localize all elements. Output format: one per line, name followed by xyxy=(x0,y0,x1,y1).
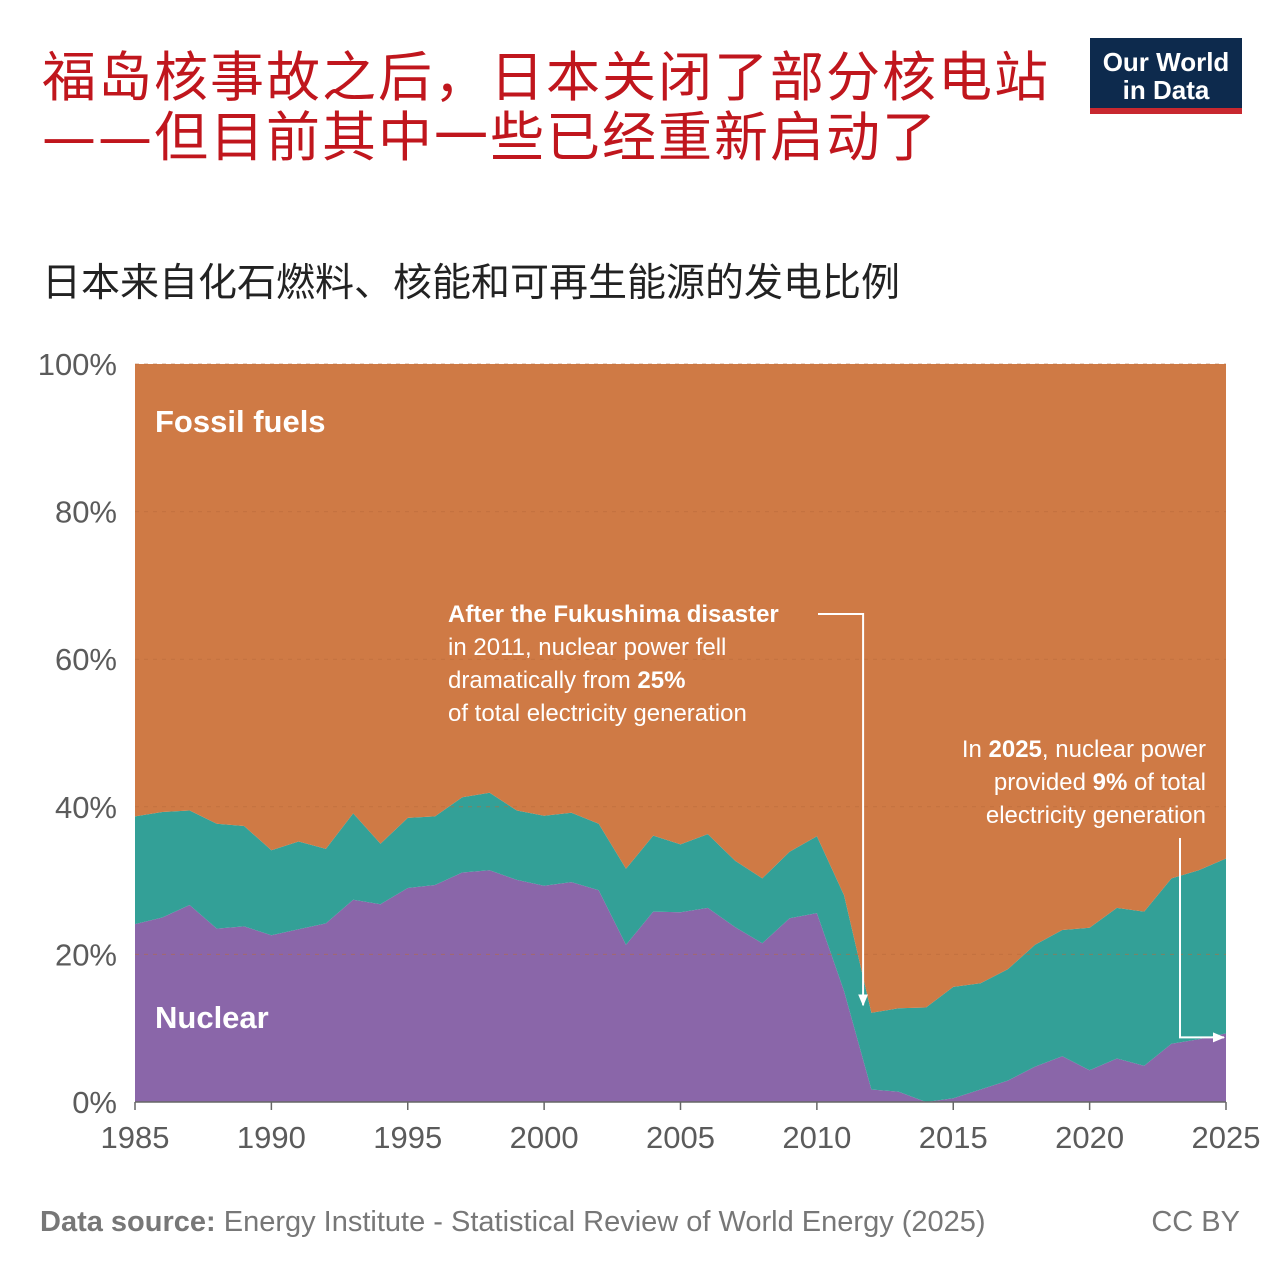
x-tick-label: 1995 xyxy=(373,1120,442,1155)
svg-text:dramatically from 25%: dramatically from 25% xyxy=(448,667,685,694)
x-tick-label: 2025 xyxy=(1192,1120,1261,1155)
svg-text:After the Fukushima disaster: After the Fukushima disaster xyxy=(448,601,779,628)
stacked-area-chart: 0% 20% 40% 60% 80% 100% 1985 1990 1995 2000 2005 2… xyxy=(38,347,1261,1155)
y-tick-label: 0% xyxy=(72,1085,117,1120)
x-tick-label: 2005 xyxy=(646,1120,715,1155)
x-tick-label: 1990 xyxy=(237,1120,306,1155)
svg-text:In 2025, nuclear power: In 2025, nuclear power xyxy=(962,736,1206,763)
annotation-2025-line-2-pre: provided xyxy=(994,769,1093,796)
annotation-2025: In 2025, nuclear power provided 9% of to… xyxy=(962,736,1225,1043)
annotation-fukushima: After the Fukushima disaster in 2011, nu… xyxy=(448,601,869,1007)
nuclear-label: Nuclear xyxy=(155,1000,269,1035)
annotation-fukushima-line-1: After the Fukushima disaster xyxy=(448,601,779,628)
x-tick-label: 1985 xyxy=(101,1120,170,1155)
fossil-fuels-area[interactable] xyxy=(135,364,1226,1013)
annotation-2025-line-3: electricity generation xyxy=(986,802,1206,829)
x-tick-label: 2020 xyxy=(1055,1120,1124,1155)
data-source-label: Data source: xyxy=(40,1206,216,1238)
nuclear-area[interactable] xyxy=(135,870,1226,1102)
logo-line-2: in Data xyxy=(1122,75,1210,105)
y-tick-label: 80% xyxy=(55,495,117,530)
annotation-2025-arrow xyxy=(1179,838,1225,1043)
annotation-2025-line-1-post: , nuclear power xyxy=(1042,736,1206,763)
annotation-2025-line-2-post: of total xyxy=(1127,769,1206,796)
annotation-2025-line-1-pre: In xyxy=(962,736,989,763)
x-tick-label: 2015 xyxy=(919,1120,988,1155)
data-source-text: Energy Institute - Statistical Review of… xyxy=(223,1206,986,1238)
annotation-2025-value: 9% xyxy=(1093,769,1128,796)
chart-title: 福岛核事故之后，日本关闭了部分核电站——但目前其中一些已经重新启动了 xyxy=(42,46,1050,169)
svg-text:provided 9% of total: provided 9% of total xyxy=(994,769,1206,796)
renewables-area[interactable] xyxy=(135,792,1226,1102)
x-tick-label: 2010 xyxy=(782,1120,851,1155)
annotation-fukushima-line-2: in 2011, nuclear power fell xyxy=(448,634,726,661)
x-tick-label: 2000 xyxy=(510,1120,579,1155)
fossil-fuels-label: Fossil fuels xyxy=(155,404,326,439)
y-tick-label: 40% xyxy=(55,790,117,825)
license-link[interactable]: CC BY xyxy=(1151,1206,1240,1238)
annotation-fukushima-arrow xyxy=(818,613,869,1007)
owid-logo[interactable]: Our World in Data xyxy=(1090,38,1242,114)
chart-subtitle: 日本来自化石燃料、核能和可再生能源的发电比例 xyxy=(42,261,901,306)
annotation-fukushima-line-4: of total electricity generation xyxy=(448,700,747,727)
logo-line-1: Our World xyxy=(1102,47,1230,77)
y-tick-label: 100% xyxy=(38,347,117,382)
y-tick-label: 20% xyxy=(55,937,117,972)
y-tick-label: 60% xyxy=(55,642,117,677)
annotation-fukushima-line-3: dramatically from xyxy=(448,667,637,694)
annotation-fukushima-value: 25% xyxy=(637,667,685,694)
annotation-2025-year: 2025 xyxy=(989,736,1042,763)
data-source: Data source: Energy Institute - Statisti… xyxy=(40,1206,986,1239)
